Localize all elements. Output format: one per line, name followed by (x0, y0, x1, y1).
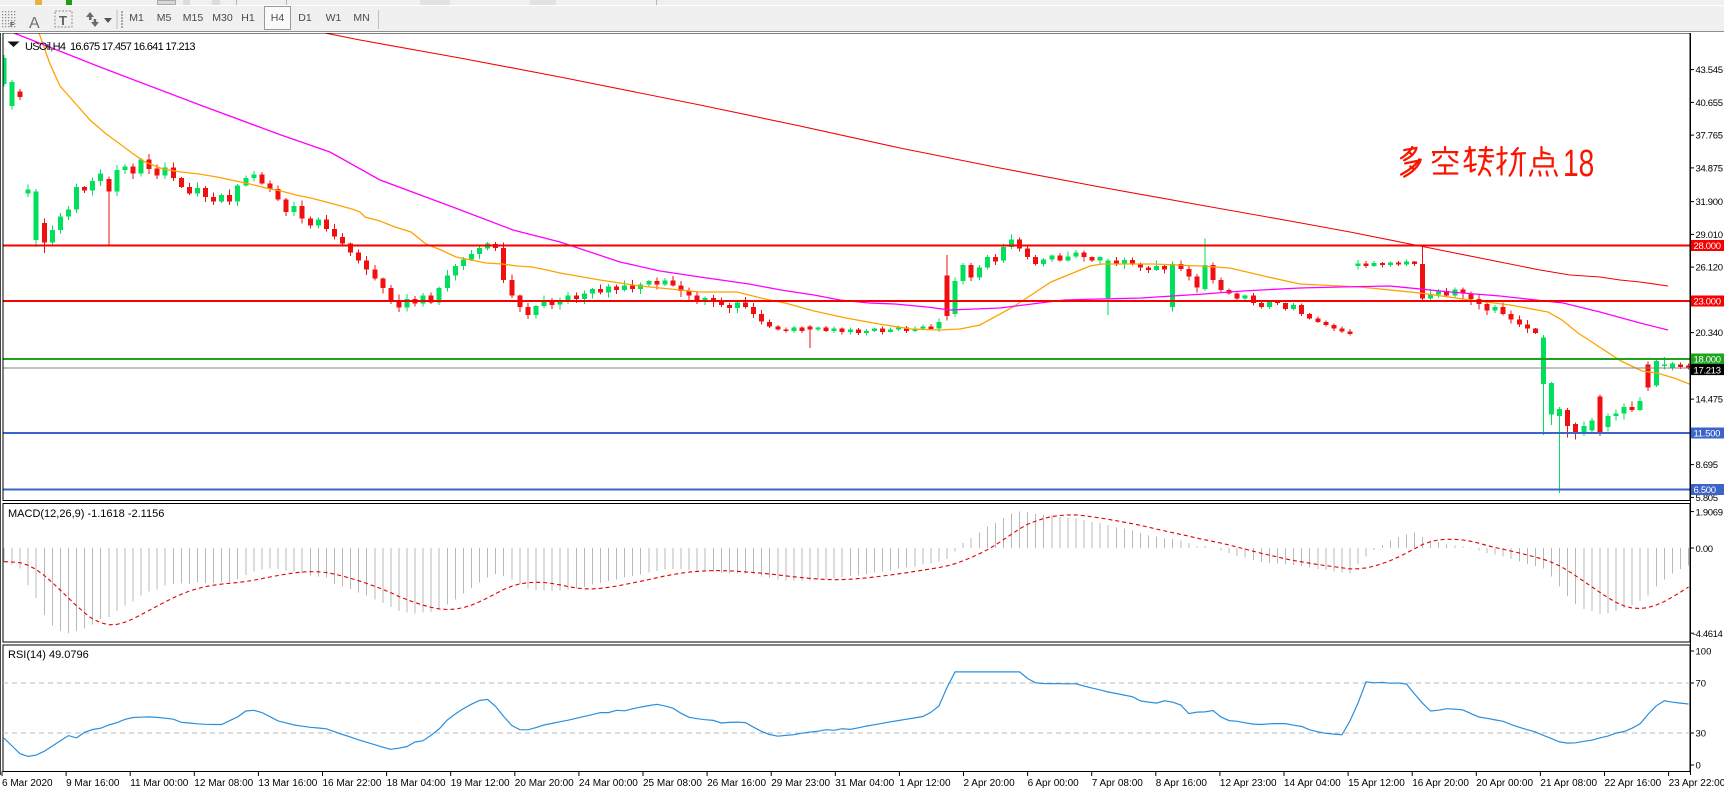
svg-text:12 Apr 23:00: 12 Apr 23:00 (1220, 778, 1277, 789)
svg-text:37.765: 37.765 (1696, 131, 1723, 142)
svg-text:15 Apr 12:00: 15 Apr 12:00 (1348, 778, 1405, 789)
svg-text:20 Mar 20:00: 20 Mar 20:00 (515, 778, 574, 789)
svg-text:40.655: 40.655 (1696, 98, 1723, 109)
svg-text:17.213: 17.213 (1694, 365, 1721, 376)
svg-text:23.000: 23.000 (1694, 297, 1721, 308)
svg-text:5.805: 5.805 (1696, 493, 1718, 504)
svg-text:13 Mar 16:00: 13 Mar 16:00 (258, 778, 317, 789)
svg-text:21 Apr 08:00: 21 Apr 08:00 (1540, 778, 1597, 789)
svg-text:T: T (59, 13, 67, 28)
svg-text:24 Mar 00:00: 24 Mar 00:00 (579, 778, 638, 789)
svg-text:70: 70 (1696, 679, 1707, 690)
svg-text:16 Apr 20:00: 16 Apr 20:00 (1412, 778, 1469, 789)
svg-text:43.545: 43.545 (1696, 65, 1723, 76)
svg-text:F: F (10, 22, 15, 29)
svg-text:A: A (29, 15, 40, 32)
svg-text:2 Apr 20:00: 2 Apr 20:00 (964, 778, 1016, 789)
svg-text:1.9069: 1.9069 (1696, 507, 1723, 518)
svg-text:16 Mar 22:00: 16 Mar 22:00 (323, 778, 382, 789)
svg-text:22 Apr 16:00: 22 Apr 16:00 (1605, 778, 1662, 789)
svg-text:23 Apr 22:00: 23 Apr 22:00 (1669, 778, 1724, 789)
svg-text:8.695: 8.695 (1696, 460, 1718, 471)
svg-text:18: 18 (1563, 143, 1594, 185)
svg-text:20.340: 20.340 (1696, 328, 1723, 339)
svg-text:34.875: 34.875 (1696, 163, 1723, 174)
svg-text:RSI(14) 49.0796: RSI(14) 49.0796 (8, 649, 89, 661)
svg-text:USOil,H4 16.675 17.457 16.641: USOil,H4 16.675 17.457 16.641 17.213 (25, 41, 195, 53)
svg-text:18 Mar 04:00: 18 Mar 04:00 (387, 778, 446, 789)
svg-text:28.000: 28.000 (1694, 241, 1721, 252)
svg-text:6 Apr 00:00: 6 Apr 00:00 (1028, 778, 1080, 789)
svg-text:29 Mar 23:00: 29 Mar 23:00 (771, 778, 830, 789)
svg-text:31.900: 31.900 (1696, 197, 1723, 208)
svg-text:25 Mar 08:00: 25 Mar 08:00 (643, 778, 702, 789)
svg-text:26 Mar 16:00: 26 Mar 16:00 (707, 778, 766, 789)
svg-text:MACD(12,26,9) -1.1618 -2.1156: MACD(12,26,9) -1.1618 -2.1156 (8, 508, 164, 520)
svg-text:6.500: 6.500 (1694, 485, 1716, 496)
svg-text:11.500: 11.500 (1694, 429, 1721, 440)
svg-text:1 Apr 12:00: 1 Apr 12:00 (899, 778, 951, 789)
svg-text:9 Mar 16:00: 9 Mar 16:00 (66, 778, 120, 789)
svg-text:0: 0 (1696, 761, 1701, 772)
svg-text:0.00: 0.00 (1696, 544, 1713, 555)
svg-text:6 Mar 2020: 6 Mar 2020 (2, 778, 53, 789)
svg-text:30: 30 (1696, 729, 1707, 740)
svg-text:18.000: 18.000 (1694, 355, 1721, 366)
svg-text:14.475: 14.475 (1696, 395, 1723, 406)
svg-text:19 Mar 12:00: 19 Mar 12:00 (451, 778, 510, 789)
svg-text:20 Apr 00:00: 20 Apr 00:00 (1476, 778, 1533, 789)
svg-text:-4.4614: -4.4614 (1693, 629, 1723, 640)
svg-text:26.120: 26.120 (1696, 263, 1723, 274)
svg-text:7 Apr 08:00: 7 Apr 08:00 (1092, 778, 1144, 789)
svg-text:8 Apr 16:00: 8 Apr 16:00 (1156, 778, 1208, 789)
svg-text:100: 100 (1696, 647, 1712, 658)
svg-text:14 Apr 04:00: 14 Apr 04:00 (1284, 778, 1341, 789)
svg-text:31 Mar 04:00: 31 Mar 04:00 (835, 778, 894, 789)
svg-text:29.010: 29.010 (1696, 230, 1723, 241)
svg-text:12 Mar 08:00: 12 Mar 08:00 (194, 778, 253, 789)
svg-text:11 Mar 00:00: 11 Mar 00:00 (130, 778, 189, 789)
